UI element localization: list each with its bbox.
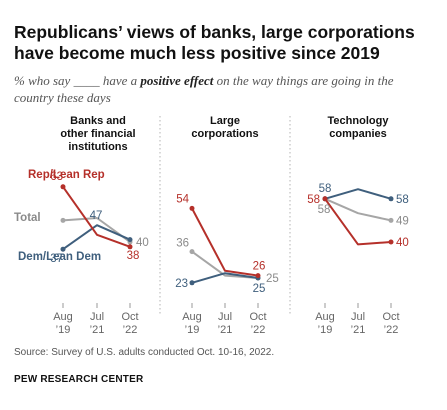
data-point-total [60, 217, 66, 223]
x-tick-label: ’22 [123, 324, 138, 336]
subtitle-emphasis: positive effect [140, 73, 214, 88]
series-line-dem [324, 188, 392, 200]
data-label-dem: 58 [396, 194, 409, 206]
data-label-rep: 40 [396, 237, 409, 249]
series-line-dem [191, 272, 259, 284]
x-tick-label: ’21 [218, 324, 233, 336]
x-tick-label: Oct [249, 311, 266, 323]
chart-subtitle: % who say ____ have a positive effect on… [14, 72, 434, 106]
data-label-rep: 58 [307, 194, 320, 206]
x-tick-label: Oct [382, 311, 399, 323]
series-line-rep [62, 185, 131, 248]
data-label-total: 40 [136, 237, 149, 249]
x-tick-label: ’22 [251, 324, 266, 336]
data-label-dem: 23 [175, 278, 188, 290]
series-line-rep [191, 207, 259, 277]
series-line-dem [62, 224, 131, 251]
x-tick-label: Jul [218, 311, 232, 323]
data-point-dem [189, 280, 195, 286]
subtitle-prefix: % who say ____ have a [14, 73, 141, 88]
panel-title-3-line-1: Technology [328, 115, 390, 127]
x-tick-label: ’19 [318, 324, 333, 336]
x-tick-label: Jul [90, 311, 104, 323]
x-tick-label: ’21 [351, 324, 366, 336]
series-line-rep [324, 197, 392, 246]
data-point-rep [388, 239, 394, 245]
panel-title-1-line-3: institutions [68, 141, 127, 153]
data-point-dem [60, 246, 66, 252]
data-label-dem: 25 [253, 283, 266, 295]
x-tick-label: ’19 [56, 324, 71, 336]
source-organization: PEW RESEARCH CENTER [14, 374, 144, 385]
data-point-rep [189, 205, 195, 211]
x-tick-label: Jul [351, 311, 365, 323]
data-label-dem: 58 [319, 183, 332, 195]
x-tick-label: Aug [53, 311, 73, 323]
source-note: Source: Survey of U.S. adults conducted … [14, 347, 275, 358]
data-label-rep: 54 [176, 193, 189, 205]
data-label-total: 49 [396, 215, 409, 227]
panel-title-1-line-2: other financial [60, 128, 135, 140]
data-point-rep [322, 196, 328, 202]
x-tick-label: ’22 [384, 324, 399, 336]
panel-title-1-line-1: Banks and [70, 115, 126, 127]
x-tick-label: ’21 [90, 324, 105, 336]
series-label-dem: Dem/Lean Dem [18, 251, 101, 263]
data-label-dem: 37 [50, 253, 63, 265]
data-label-rep: 38 [127, 250, 140, 262]
x-tick-label: ’19 [185, 324, 200, 336]
x-tick-label: Aug [315, 311, 335, 323]
data-label-rep: 63 [50, 171, 63, 183]
data-point-rep [127, 244, 133, 250]
series-label-rep: Rep/Lean Rep [28, 169, 105, 181]
data-label-total: 58 [318, 204, 331, 216]
subtitle-suffix: on the way things are going in the count… [14, 73, 394, 105]
data-label-rep: 26 [253, 261, 266, 273]
data-label-dem: 47 [90, 210, 103, 222]
x-tick-label: Aug [182, 311, 202, 323]
chart-title: Republicans’ views of banks, large corpo… [14, 22, 415, 63]
series-label-total: Total [14, 212, 41, 224]
data-point-dem [127, 237, 133, 243]
data-point-dem [388, 196, 394, 202]
panel-title-2-line-1: Large [210, 115, 240, 127]
panel-title-2-line-2: corporations [191, 128, 258, 140]
data-point-rep [255, 273, 261, 279]
data-point-total [189, 249, 195, 255]
data-point-total [388, 217, 394, 223]
series-line-total [324, 197, 392, 222]
x-tick-label: Oct [121, 311, 138, 323]
data-label-total: 36 [176, 238, 189, 250]
data-point-rep [60, 184, 66, 190]
panel-title-3-line-2: companies [329, 128, 386, 140]
data-label-total: 25 [266, 273, 279, 285]
